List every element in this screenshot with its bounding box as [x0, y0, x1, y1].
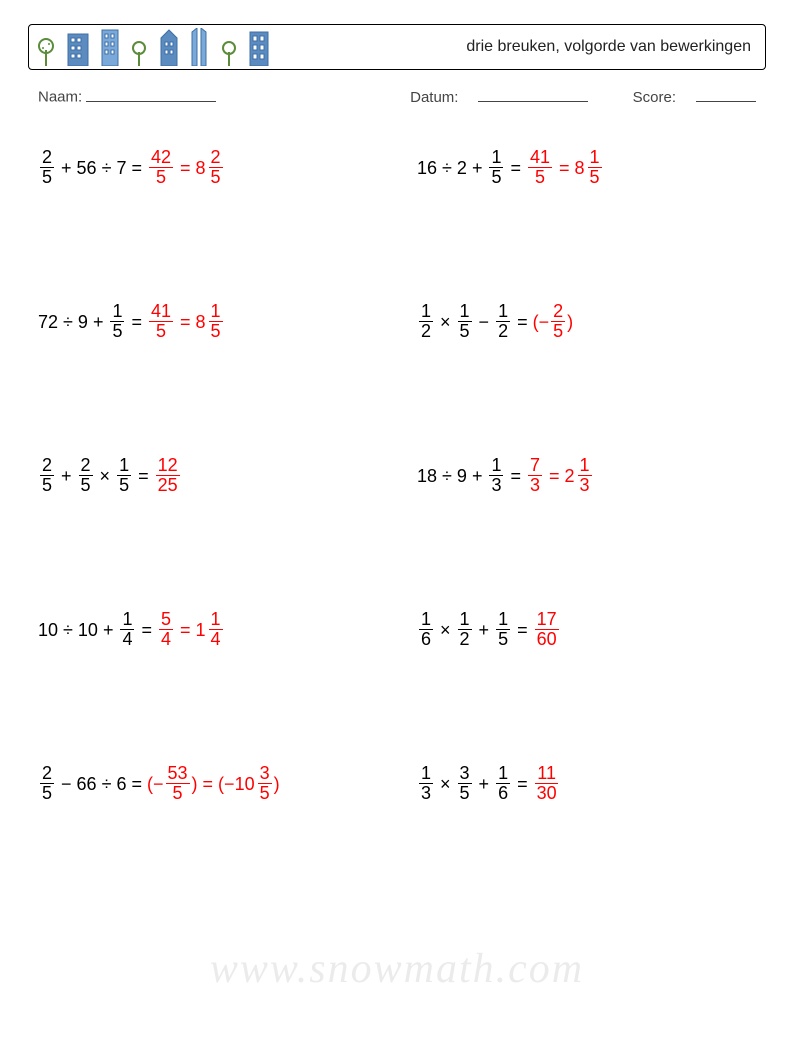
score-blank	[696, 88, 756, 102]
datum-label: Datum:	[410, 89, 458, 106]
answer: 1760	[533, 610, 561, 649]
problems-grid: 25+56÷7=425=825 16÷2+15=415=815 72÷9+15=41…	[28, 146, 766, 806]
score-label: Score:	[633, 89, 676, 106]
problem-9: 25−66÷6=(−535)=(−1035)	[38, 762, 377, 806]
naam-label: Naam:	[38, 89, 82, 106]
answer: 1225	[154, 456, 182, 495]
problem-2: 16÷2+15=415=815	[417, 146, 756, 190]
header-card: drie breuken, volgorde van bewerkingen	[28, 24, 766, 70]
datum-field: Datum:	[390, 89, 588, 106]
problem-1: 25+56÷7=425=825	[38, 146, 377, 190]
skyline-icon	[35, 28, 271, 66]
answer: 415=815	[147, 302, 225, 341]
problem-10: 13×35+16=1130	[417, 762, 756, 806]
answer: 73=213	[526, 456, 594, 495]
answer: (−535)=(−1035)	[147, 764, 280, 803]
problem-5: 25+25×15=1225	[38, 454, 377, 498]
worksheet-title: drie breuken, volgorde van bewerkingen	[466, 38, 751, 56]
problem-4: 12×15−12=(−25)	[417, 300, 756, 344]
meta-row: Naam: Datum: Score:	[38, 88, 756, 106]
naam-field: Naam:	[38, 88, 216, 106]
problem-6: 18÷9+13=73=213	[417, 454, 756, 498]
answer: 1130	[533, 764, 561, 803]
problem-7: 10÷10+14=54=114	[38, 608, 377, 652]
watermark: www.snowmath.com	[0, 945, 794, 993]
problem-3: 72÷9+15=415=815	[38, 300, 377, 344]
answer: (−25)	[533, 302, 574, 341]
score-field: Score:	[613, 89, 756, 106]
answer: 415=815	[526, 148, 604, 187]
problem-8: 16×12+15=1760	[417, 608, 756, 652]
answer: 54=114	[157, 610, 225, 649]
datum-blank	[478, 88, 588, 102]
naam-blank	[86, 88, 216, 102]
answer: 425=825	[147, 148, 225, 187]
